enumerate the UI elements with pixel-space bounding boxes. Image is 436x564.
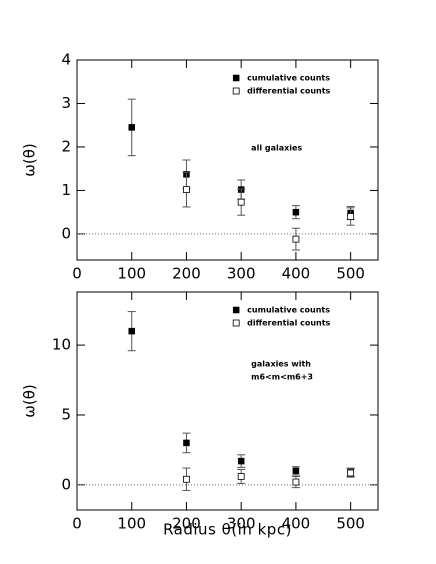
x-tick-label: 200 [172, 515, 201, 533]
y-tick-label: 10 [52, 336, 71, 354]
x-axis-label: Radius θ(in kpc) [163, 521, 292, 539]
point [292, 235, 300, 243]
point [183, 186, 190, 193]
y-tick-label: 1 [61, 181, 71, 199]
y-tick-label: 4 [61, 51, 71, 69]
y-tick-label: 2 [61, 137, 71, 155]
point [237, 198, 245, 206]
x-tick-label: 100 [117, 515, 146, 533]
y-axis-label: ω(θ) [21, 143, 39, 176]
x-tick-label: 0 [72, 265, 82, 283]
legend-marker [232, 306, 240, 314]
annotation: m6<m<m6+3 [251, 373, 313, 382]
x-tick-label: 300 [227, 265, 256, 283]
x-tick-label: 200 [172, 265, 201, 283]
plot-frame [76, 291, 379, 511]
point [237, 457, 245, 465]
point [183, 439, 190, 447]
y-tick-label: 0 [61, 224, 71, 242]
legend-marker [232, 87, 240, 95]
legend-label: differential counts [247, 319, 330, 328]
point [292, 467, 300, 475]
plot-frame [76, 59, 379, 261]
point [292, 208, 300, 216]
legend-marker [232, 74, 240, 82]
annotation: galaxies with [251, 360, 311, 369]
legend-marker [232, 319, 240, 327]
y-tick-label: 5 [61, 405, 71, 423]
point [292, 478, 300, 486]
point [347, 213, 355, 220]
point [128, 327, 135, 335]
annotation: all galaxies [251, 144, 302, 153]
x-tick-label: 500 [336, 515, 365, 533]
x-tick-label: 0 [72, 515, 82, 533]
point [237, 473, 245, 480]
legend-label: differential counts [247, 87, 330, 96]
point [183, 475, 190, 483]
x-tick-label: 100 [117, 265, 146, 283]
x-tick-label: 500 [336, 265, 365, 283]
y-tick-label: 0 [61, 475, 71, 493]
legend-label: cumulative counts [247, 74, 330, 83]
point [347, 469, 355, 477]
x-tick-label: 400 [282, 515, 311, 533]
x-tick-label: 300 [227, 515, 256, 533]
y-tick-label: 3 [61, 94, 71, 112]
x-tick-label: 400 [282, 265, 311, 283]
legend-label: cumulative counts [247, 306, 330, 315]
point [128, 124, 135, 131]
y-axis-label: ω(θ) [21, 384, 39, 417]
